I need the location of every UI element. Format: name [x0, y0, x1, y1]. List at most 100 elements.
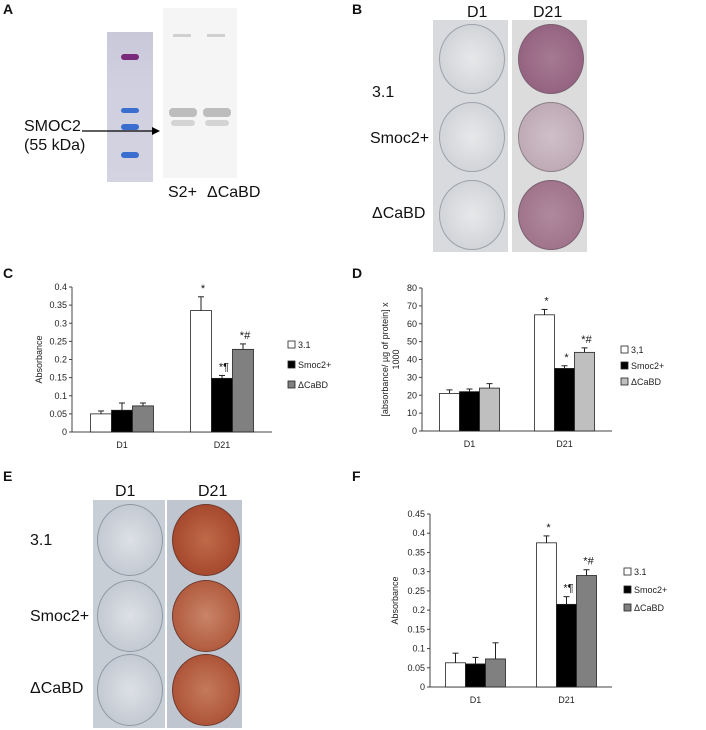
protein-size-label: (55 kDa) — [24, 137, 86, 154]
bar — [232, 348, 254, 433]
panel-letter-e: E — [3, 468, 13, 484]
well — [97, 504, 163, 576]
row-label-3-1: 3.1 — [372, 84, 395, 101]
well-stained — [172, 580, 240, 652]
significance-label: *¶ — [219, 361, 229, 373]
panel-letter-b: B — [352, 1, 363, 17]
legend-swatch — [287, 360, 296, 369]
x-tick-label: D1 — [470, 695, 482, 705]
bar — [111, 409, 133, 433]
column-label-d1: D1 — [115, 483, 136, 500]
y-tick-label: 0.25 — [49, 336, 67, 346]
bar-chart-d: 0 10 20 30 40 50 60 70 80 [absorbance/ µg of prot… — [380, 283, 664, 449]
well-stained — [518, 24, 584, 94]
well — [439, 102, 505, 172]
bar — [90, 413, 112, 433]
y-axis-label: 1000 — [391, 349, 401, 369]
significance-label: * — [546, 522, 551, 534]
row-label-smoc2: Smoc2+ — [30, 608, 90, 625]
significance-label: * — [544, 295, 549, 307]
y-axis-label: [absorbance/ µg of protein] x — [380, 302, 390, 417]
well — [439, 24, 505, 94]
bar — [465, 663, 486, 688]
y-tick-label: 80 — [407, 283, 417, 293]
ladder-band — [121, 152, 139, 158]
plate-column-d21 — [167, 500, 242, 728]
legend-swatch — [287, 340, 296, 349]
y-tick-label: 0.3 — [412, 567, 425, 577]
well — [97, 580, 163, 652]
bar — [576, 575, 597, 688]
legend-label: 3.1 — [634, 567, 647, 577]
legend-label: 3.1 — [298, 340, 311, 350]
blot-band-smoc2 — [169, 108, 197, 117]
well-stained — [172, 504, 240, 576]
legend-swatch — [623, 603, 632, 612]
bar — [536, 542, 557, 688]
well-stained — [518, 102, 584, 172]
y-axis-label: Absorbance — [390, 576, 400, 624]
y-tick-label: 0.25 — [407, 586, 425, 596]
y-tick-label: 0.45 — [407, 509, 425, 519]
panel-letter-d: D — [352, 265, 363, 281]
y-tick-label: 30 — [407, 372, 417, 382]
legend-label: 3,1 — [631, 345, 644, 355]
ladder-band — [121, 124, 139, 130]
well — [439, 180, 505, 250]
x-tick-label: D1 — [116, 440, 128, 450]
column-label-d21: D21 — [198, 483, 228, 500]
band-arrow — [82, 127, 160, 135]
y-tick-label: 0.15 — [407, 624, 425, 634]
column-label-d21: D21 — [533, 4, 563, 21]
y-tick-label: 20 — [407, 390, 417, 400]
blot-band — [205, 120, 229, 126]
ladder-band — [121, 108, 139, 113]
x-tick-label: D21 — [558, 695, 575, 705]
significance-label: *# — [581, 334, 592, 346]
y-tick-label: 0.05 — [49, 409, 67, 419]
panel-letter-f: F — [352, 468, 361, 484]
legend-label: Smoc2+ — [298, 360, 331, 370]
plate-column-d1 — [433, 20, 508, 252]
well — [97, 654, 163, 726]
plate-column-d1 — [93, 500, 165, 728]
y-tick-label: 0 — [62, 427, 67, 437]
y-tick-label: 0.4 — [412, 528, 425, 538]
lane-label-dcabd: ΔCaBD — [207, 184, 261, 201]
legend-swatch — [623, 585, 632, 594]
blot-membrane — [163, 8, 237, 178]
x-tick-label: D21 — [214, 440, 231, 450]
bar — [554, 368, 575, 432]
panel-letter-c: C — [3, 265, 14, 281]
blot-band — [173, 34, 191, 37]
y-tick-label: 0.2 — [412, 605, 425, 615]
row-label-smoc2: Smoc2+ — [370, 130, 430, 147]
legend-label: ΔCaBD — [298, 380, 329, 390]
significance-label: *¶ — [563, 583, 573, 595]
bar-chart-f: 0 0.05 0.1 0.15 0.2 0.25 0.3 0.35 0.4 0.45 Absorba… — [390, 509, 667, 705]
bar — [190, 310, 212, 433]
legend-label: ΔCaBD — [631, 377, 662, 387]
y-axis-label: Absorbance — [34, 335, 44, 383]
x-tick-label: D21 — [556, 439, 573, 449]
y-tick-label: 60 — [407, 319, 417, 329]
bar — [439, 393, 460, 432]
bar — [556, 603, 577, 688]
legend-swatch — [620, 345, 629, 354]
bar — [479, 387, 500, 432]
y-tick-label: 70 — [407, 301, 417, 311]
significance-label: *# — [583, 556, 594, 568]
legend-swatch — [620, 377, 629, 386]
lane-label-s2: S2+ — [168, 184, 197, 201]
y-tick-label: 0.35 — [407, 547, 425, 557]
blot-band-smoc2 — [203, 108, 231, 117]
blot-band — [171, 120, 195, 126]
x-tick-label: D1 — [464, 439, 476, 449]
legend-label: ΔCaBD — [634, 603, 665, 613]
legend-swatch — [620, 361, 629, 370]
y-tick-label: 0.1 — [412, 644, 425, 654]
y-tick-label: 0.3 — [54, 318, 67, 328]
protein-ladder-lane — [107, 32, 153, 182]
bar — [445, 662, 466, 688]
